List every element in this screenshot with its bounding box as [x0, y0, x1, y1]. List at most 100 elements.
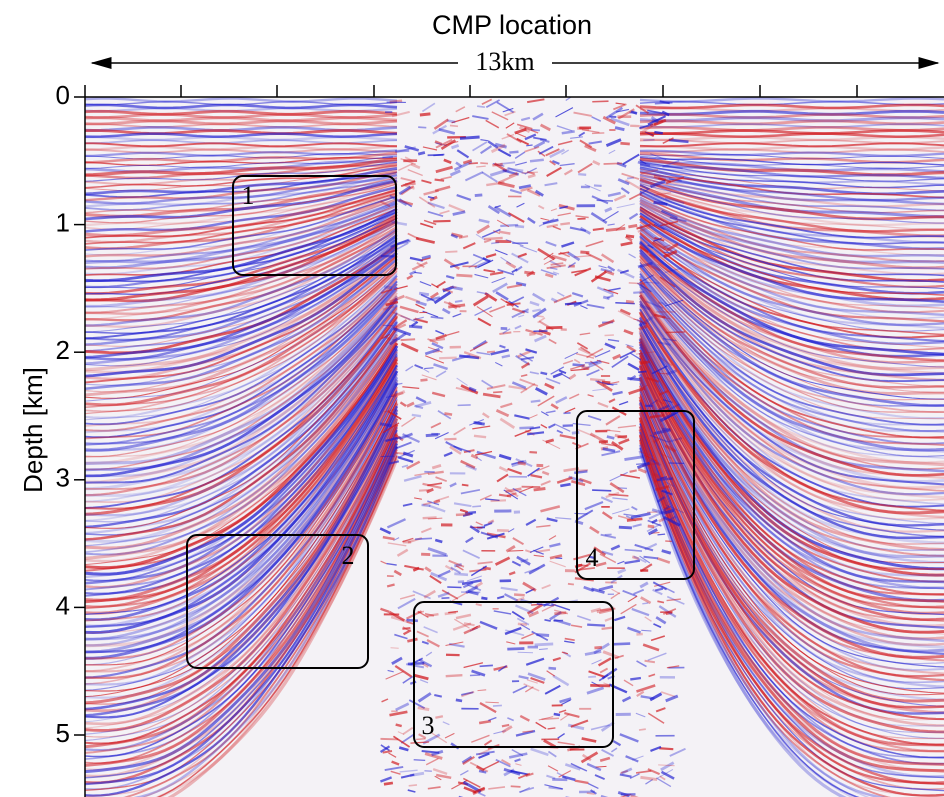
chaotic-event [613, 194, 627, 202]
reflector [85, 327, 399, 541]
chaotic-event [478, 218, 490, 224]
chaotic-event [428, 504, 446, 513]
reflector [639, 173, 944, 206]
reflector [638, 331, 944, 559]
chaotic-event [526, 144, 533, 147]
chaotic-event [650, 635, 666, 642]
chaotic-event [612, 390, 623, 396]
reflector [85, 201, 398, 265]
chaotic-event [550, 297, 558, 303]
chaotic-event [400, 773, 415, 779]
chaotic-event [463, 351, 482, 360]
chaotic-event [534, 642, 554, 647]
chaotic-event [400, 733, 416, 744]
chaotic-event [520, 356, 535, 361]
chaotic-event [538, 327, 551, 334]
chaotic-event [548, 535, 557, 541]
reflector [639, 423, 944, 759]
chaotic-event [477, 689, 487, 692]
chaotic-event [400, 177, 416, 183]
chaotic-event [491, 111, 509, 121]
chaotic-event [385, 395, 396, 398]
chaotic-event [661, 489, 673, 496]
chaotic-event [573, 358, 581, 364]
reflector [85, 275, 398, 426]
reflector [85, 229, 398, 322]
chaotic-event [512, 537, 524, 546]
chaotic-event [504, 110, 516, 117]
chaotic-event [596, 286, 614, 296]
chaotic-event [386, 562, 397, 566]
chaotic-event [595, 561, 607, 567]
chaotic-event [386, 583, 395, 588]
chaotic-event [587, 415, 602, 421]
chaotic-event [462, 159, 473, 165]
chaotic-event [394, 149, 410, 153]
reflector [85, 176, 398, 214]
reflector [85, 412, 398, 723]
reflector [85, 142, 398, 148]
chaotic-event [540, 505, 561, 513]
chaotic-event [600, 721, 615, 732]
chaotic-event [385, 300, 399, 307]
chaotic-event [563, 169, 573, 176]
chaotic-event [558, 709, 567, 714]
chaotic-event [435, 715, 444, 719]
chaotic-event [591, 195, 609, 205]
chaotic-event [559, 697, 572, 704]
chaotic-event [383, 781, 394, 786]
reflector [639, 209, 944, 288]
chaotic-event [644, 659, 656, 664]
chaotic-event [427, 786, 441, 790]
reflector [638, 420, 944, 753]
chaotic-event [630, 352, 642, 361]
chaotic-event [532, 112, 544, 121]
chaotic-event [657, 768, 674, 779]
chaotic-event [643, 281, 659, 284]
chaotic-event [619, 773, 632, 778]
chaotic-event [474, 581, 484, 589]
chaotic-event [400, 338, 416, 342]
chaotic-event [628, 253, 636, 259]
chaotic-event [649, 458, 661, 467]
reflector [639, 236, 944, 342]
chaotic-event [594, 645, 603, 650]
chaotic-event [559, 163, 575, 167]
chaotic-event [627, 595, 638, 603]
chaotic-event [508, 167, 524, 173]
chaotic-event [656, 495, 666, 503]
chaotic-event [395, 723, 403, 728]
chaotic-event [592, 388, 607, 392]
chaotic-event [459, 354, 480, 360]
chaotic-event [560, 713, 570, 721]
reflector [85, 430, 398, 760]
chaotic-event [624, 179, 643, 191]
chaotic-event [636, 684, 656, 693]
chaotic-event [640, 695, 655, 700]
chaotic-event [416, 630, 429, 638]
chaotic-event [392, 319, 408, 330]
chaotic-event [540, 411, 549, 417]
chaotic-event [380, 607, 390, 614]
reflector [638, 329, 944, 551]
chaotic-event [388, 460, 400, 465]
chaotic-event [433, 118, 449, 130]
chaotic-event [629, 773, 640, 780]
chaotic-event [640, 168, 659, 175]
chaotic-event [406, 620, 414, 625]
chaotic-event [431, 464, 442, 470]
reflector [639, 292, 944, 470]
chaotic-event [654, 587, 664, 592]
chaotic-event [538, 204, 545, 210]
reflector [85, 433, 399, 767]
chaotic-event [424, 752, 443, 760]
chaotic-event [393, 537, 400, 541]
chaotic-event [515, 281, 527, 287]
reflector [85, 304, 398, 484]
reflector [639, 300, 944, 486]
chaotic-event [612, 740, 622, 747]
chaotic-event [621, 695, 632, 703]
chaotic-event [450, 233, 459, 239]
chaotic-event [394, 665, 413, 678]
chaotic-event [574, 779, 589, 785]
